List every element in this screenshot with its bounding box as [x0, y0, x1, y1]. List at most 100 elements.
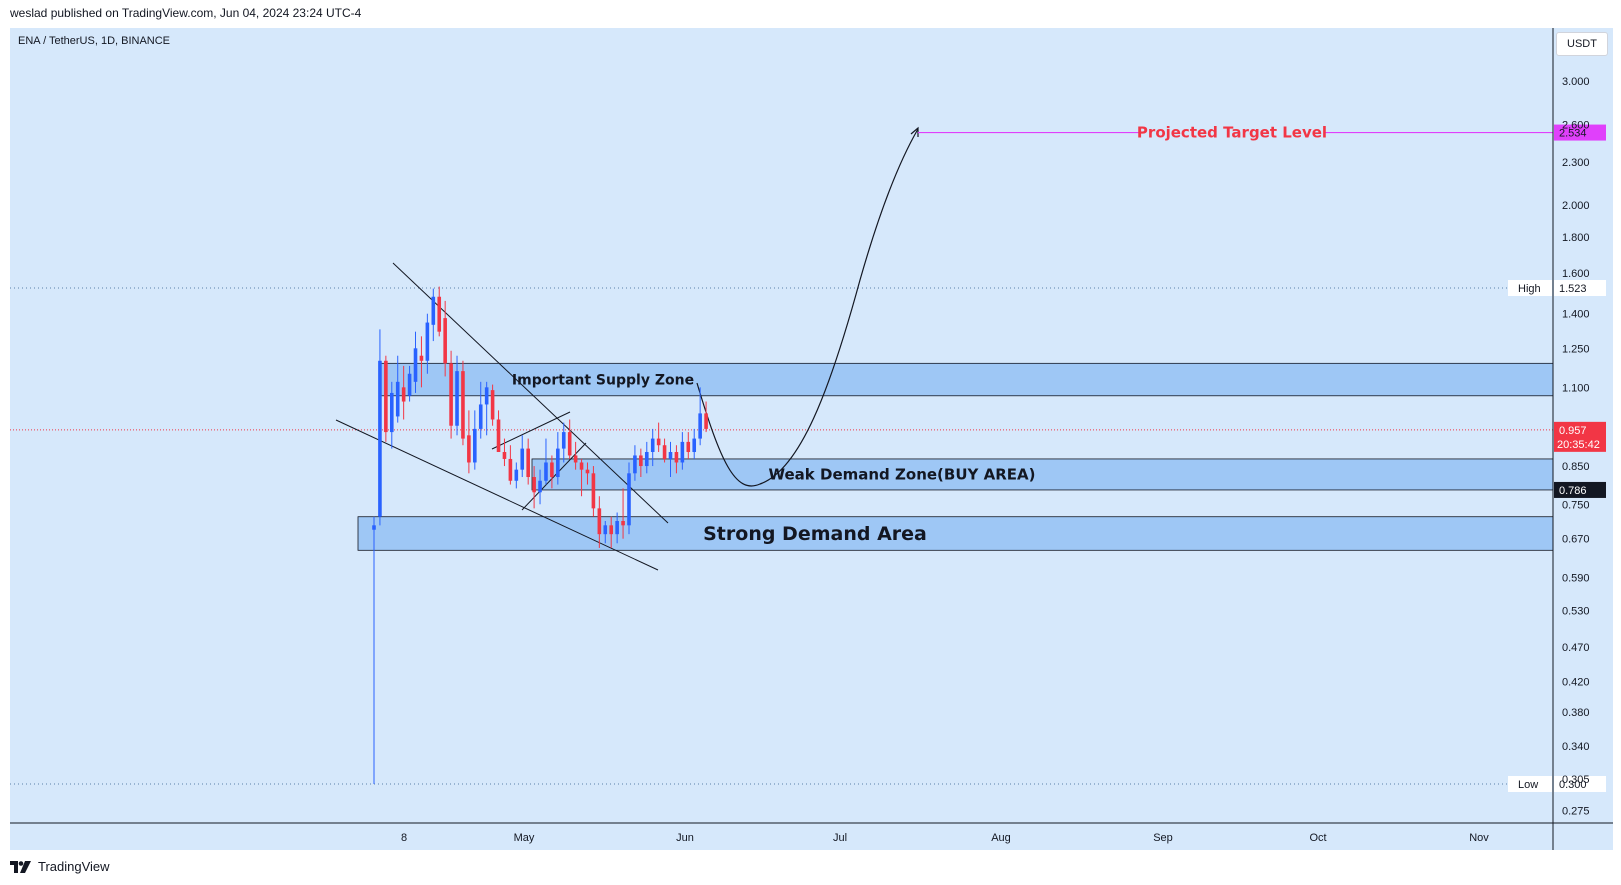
falling-wedge-lower-line: [335, 419, 659, 571]
candle-body: [389, 392, 394, 433]
zone-label: Weak Demand Zone(BUY AREA): [769, 466, 1036, 484]
y-tick-label: 0.275: [1562, 806, 1590, 818]
candle-body: [603, 525, 608, 535]
candle-body: [431, 296, 436, 325]
publish-info: weslad published on TradingView.com, Jun…: [10, 6, 362, 20]
candle-body: [692, 438, 697, 453]
candle-body: [455, 371, 459, 426]
y-tick-label: 0.750: [1562, 499, 1590, 511]
candle-body: [561, 432, 566, 449]
y-tick-label: 0.305: [1562, 774, 1590, 786]
candle-body: [514, 469, 519, 481]
candle-body: [698, 413, 702, 439]
y-tick-label: 1.800: [1562, 232, 1590, 244]
zone-box: [379, 362, 1554, 397]
y-tick-label: 0.380: [1562, 707, 1590, 719]
candle-body: [449, 363, 453, 426]
candle-body: [704, 413, 708, 429]
x-tick-label: Jun: [676, 832, 694, 844]
footer-brand: TradingView: [38, 859, 110, 874]
zones: Important Supply Zone Weak Demand Zone(BU…: [357, 362, 1554, 551]
candle-body: [508, 458, 513, 481]
current-price-badge-countdown: 20:35:42: [1557, 439, 1600, 451]
candle-body: [419, 355, 424, 361]
candle-body: [413, 348, 418, 382]
candle-body: [633, 455, 637, 474]
candle-body: [650, 438, 655, 453]
x-tick-label: May: [514, 832, 535, 844]
y-tick-label: 0.590: [1562, 573, 1590, 585]
candle-body: [621, 520, 625, 526]
y-tick-label: 2.300: [1562, 157, 1590, 169]
candle-body: [639, 455, 643, 467]
candle-body: [591, 473, 596, 509]
y-tick-label: 0.530: [1562, 605, 1590, 617]
candle-body: [478, 404, 483, 429]
tradingview-logo-icon: [10, 860, 32, 873]
candle-body: [662, 445, 667, 459]
candle-body: [437, 296, 442, 332]
candle-body: [686, 441, 691, 453]
current-price-badge-bg: [1554, 421, 1606, 452]
candle-body: [573, 455, 578, 463]
candle-body: [556, 448, 560, 478]
target-price-badge-bg: [1554, 124, 1606, 141]
x-tick-label: Jul: [833, 832, 847, 844]
weak-level-badge: 0.786: [1559, 485, 1587, 497]
x-tick-label: 8: [401, 832, 407, 844]
trend-lines: [335, 126, 1553, 571]
high-word: High: [1518, 283, 1541, 295]
y-tick-label: 0.670: [1562, 534, 1590, 546]
chart-area[interactable]: [10, 28, 1613, 850]
candle-body: [378, 360, 382, 517]
candle-body: [502, 452, 507, 459]
symbol-info[interactable]: ENA / TetherUS, 1D, BINANCE: [18, 35, 171, 47]
candle-body: [567, 432, 572, 456]
candle-body: [461, 371, 465, 439]
candle-body: [644, 452, 649, 467]
projection-arrowhead: [910, 126, 919, 137]
candle-body: [473, 428, 477, 463]
y-tick-label: 1.100: [1562, 382, 1590, 394]
axes: 3.000 2.600 2.300 2.000 1.800 1.600 1.400 1.250…: [10, 28, 1613, 850]
candle-body: [526, 448, 530, 478]
zone-label: Important Supply Zone: [512, 372, 694, 388]
candle-body: [425, 322, 430, 361]
high-tag-bg: [1508, 280, 1552, 296]
y-tick-label: 1.400: [1562, 309, 1590, 321]
x-tick-label: Aug: [991, 832, 1011, 844]
x-tick-label: Oct: [1309, 832, 1326, 844]
low-value-bg: [1554, 776, 1606, 792]
y-tick-label: 1.250: [1562, 343, 1590, 355]
candle-body: [384, 360, 388, 433]
candle-body: [484, 387, 489, 405]
labels: Projected Target Level 2.534 0.957 20:35:42…: [1137, 124, 1606, 792]
candle-body: [395, 381, 400, 417]
candle-body: [597, 508, 602, 535]
high-value: 1.523: [1559, 283, 1587, 295]
y-tick-label: 2.600: [1562, 120, 1590, 132]
y-tick-label: 2.000: [1562, 200, 1590, 212]
chart-grid: [10, 287, 1553, 785]
candle-body: [538, 480, 542, 493]
currency-button[interactable]: USDT: [1556, 32, 1608, 56]
candle-body: [656, 438, 661, 446]
candle-body: [615, 520, 619, 535]
candle-body: [496, 419, 501, 453]
candles: [372, 286, 708, 784]
candle-body: [467, 435, 471, 463]
weak-level-badge-bg: [1554, 481, 1606, 498]
flag-upper-line: [491, 411, 571, 450]
zone-label: Strong Demand Area: [703, 523, 927, 545]
low-word: Low: [1518, 779, 1538, 791]
y-tick-label: 0.850: [1562, 461, 1590, 473]
y-tick-label: 0.420: [1562, 676, 1590, 688]
candle-body: [490, 390, 495, 420]
target-label: Projected Target Level: [1137, 124, 1327, 142]
candle-body: [609, 525, 613, 535]
candle-body: [407, 373, 412, 396]
candle-body: [520, 448, 525, 470]
low-value: 0.300: [1559, 779, 1587, 791]
projection-curve: [696, 128, 919, 487]
